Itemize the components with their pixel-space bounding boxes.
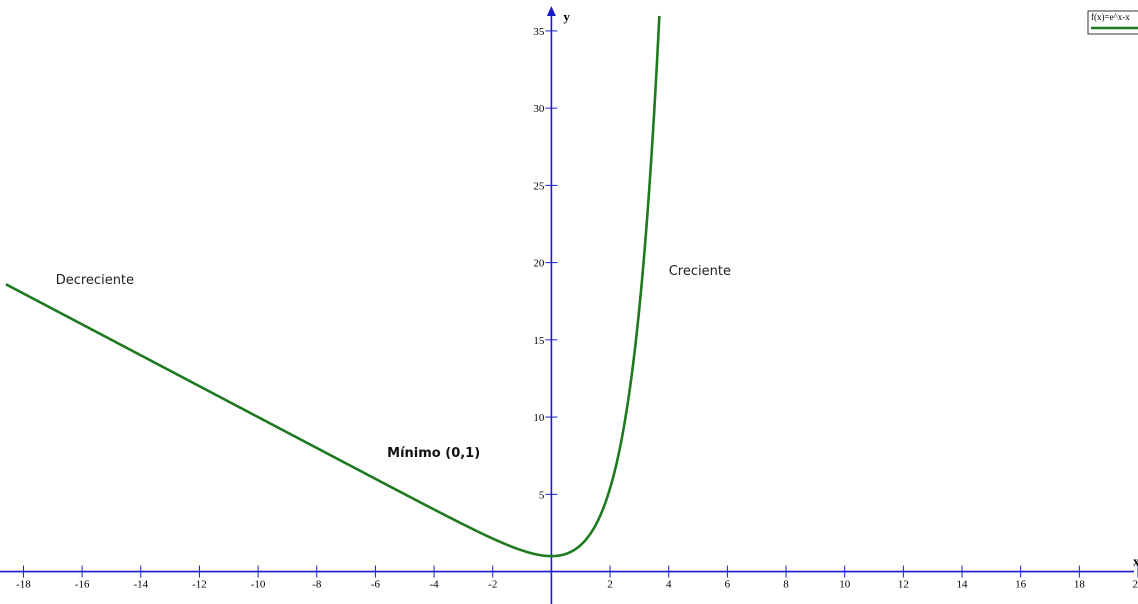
y-tick-label: 10	[533, 412, 545, 424]
x-tick-label: -14	[133, 579, 148, 591]
x-tick-label: -4	[429, 579, 439, 591]
y-axis-arrow	[546, 6, 556, 16]
x-tick-label: -6	[371, 579, 381, 591]
x-axis: -18 -16 -14 -12 -10 -8 -6 -4 -2 2 4 6 8 10 12 14 16 18 20 x	[0, 554, 1138, 591]
y-axis: 5 10 15 20 25 30 35 y	[533, 6, 570, 604]
x-tick-label: 20	[1133, 579, 1138, 591]
annotation-1: Mínimo (0,1)	[387, 446, 480, 461]
x-tick-label: -10	[251, 579, 266, 591]
x-tick-label: 18	[1074, 579, 1086, 591]
legend: f(x)=e^x-x	[1087, 10, 1138, 35]
x-tick-label: 6	[725, 579, 731, 591]
y-tick-label: 5	[539, 489, 545, 501]
annotation-2: Creciente	[669, 264, 731, 279]
series-line-0	[5, 15, 661, 558]
x-tick-label: 16	[1015, 579, 1027, 591]
annotation-0: Decreciente	[56, 273, 134, 288]
x-tick-label: -18	[16, 579, 31, 591]
x-tick-label: 10	[839, 579, 851, 591]
x-tick-label: -8	[312, 579, 322, 591]
x-tick-label: -2	[488, 579, 497, 591]
x-tick-label: 2	[607, 579, 613, 591]
x-tick-label: 4	[666, 579, 672, 591]
y-axis-label: y	[563, 9, 570, 24]
series-group	[5, 15, 661, 558]
y-tick-label: 35	[533, 26, 545, 38]
x-tick-label: -12	[192, 579, 207, 591]
y-tick-label: 20	[533, 258, 545, 270]
annotations: Decreciente Mínimo (0,1) Creciente	[56, 264, 731, 461]
legend-entry-0: f(x)=e^x-x	[1091, 12, 1130, 22]
x-axis-label: x	[1133, 554, 1138, 569]
x-tick-label: 14	[957, 579, 969, 591]
y-tick-label: 15	[533, 335, 545, 347]
y-tick-label: 25	[533, 180, 545, 192]
x-tick-label: -16	[75, 579, 90, 591]
x-tick-label: 12	[898, 579, 909, 591]
y-tick-label: 30	[533, 103, 545, 115]
x-tick-label: 8	[783, 579, 789, 591]
